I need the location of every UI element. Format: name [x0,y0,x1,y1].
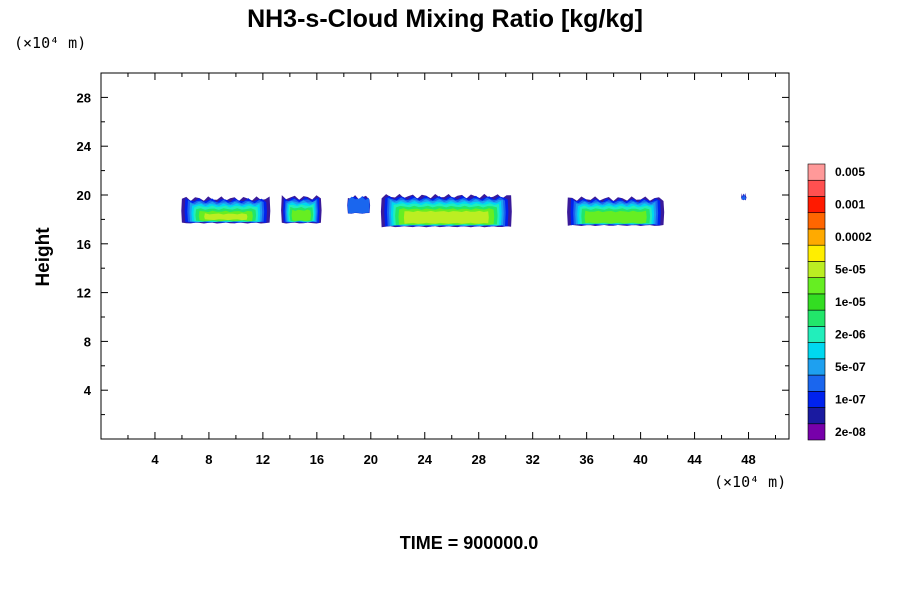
colorbar-label: 0.001 [835,198,865,212]
colorbar-swatch [807,244,826,262]
colorbar-label: 2e-06 [835,328,866,342]
x-tick-label: 40 [633,452,647,467]
colorbar-label: 2e-08 [835,425,866,439]
colorbar-swatch [807,196,826,214]
time-label: TIME = 900000.0 [400,533,539,553]
colorbar-swatch [807,309,826,327]
colorbar-swatch [807,390,826,408]
cloud-contour-band [204,213,248,221]
colorbar-swatch [807,358,826,376]
x-tick-label: 48 [741,452,755,467]
colorbar-label: 1e-07 [835,392,866,406]
cloud-5 [567,196,665,226]
cloud-contour-band [403,210,489,224]
colorbar-swatch [807,423,826,441]
colorbar-label: 5e-05 [835,263,866,277]
cloud-contour-band [347,196,370,214]
x-tick-label: 4 [151,452,159,467]
x-tick-label: 36 [579,452,593,467]
plot-area [100,72,790,440]
cloud-contour-band [584,210,647,224]
colorbar-label: 5e-07 [835,360,866,374]
cloud-6 [741,192,747,201]
colorbar-swatch [807,212,826,230]
cloud-contour-band [741,194,746,200]
y-tick-label: 8 [84,334,91,349]
colorbar-swatch [807,342,826,360]
x-tick-label: 8 [205,452,212,467]
x-axis-unit: (×10⁴ m) [714,473,786,491]
y-axis: 4 8 12 16 20 24 28 [77,90,789,416]
x-tick-label: 16 [310,452,324,467]
y-axis-unit: (×10⁴ m) [14,34,86,52]
colorbar-swatch [807,261,826,278]
x-tick-label: 12 [256,452,270,467]
y-tick-label: 20 [77,188,91,203]
colorbar-label: 1e-05 [835,295,866,309]
y-axis-label: Height [33,227,54,287]
plot-frame [100,72,790,440]
y-tick-label: 4 [84,383,92,398]
colorbar-swatch [807,326,826,343]
colorbar-swatch [807,228,826,246]
x-tick-label: 44 [687,452,702,467]
colorbar-swatch [807,277,826,295]
colorbar: 2e-08 1e-07 5e-07 2e-06 1e-05 5e-05 0.0002 0.00… [807,163,872,441]
colorbar-swatch [807,293,826,311]
cloud-2 [281,195,322,224]
y-tick-label: 16 [77,237,91,252]
colorbar-swatch [807,179,826,197]
colorbar-swatch [807,374,826,392]
cloud-contour-band [291,209,311,222]
chart-title: NH3-s-Cloud Mixing Ratio [kg/kg] [247,5,643,33]
x-tick-label: 32 [525,452,539,467]
cloud-4 [380,193,512,228]
y-tick-label: 12 [77,286,91,301]
x-tick-label: 28 [471,452,485,467]
cloud-1 [181,196,271,224]
colorbar-swatch [807,163,826,181]
cloud-3 [347,195,371,214]
colorbar-label: 0.005 [835,165,865,179]
cloud-layers [181,192,747,228]
colorbar-label: 0.0002 [835,230,872,244]
y-tick-label: 24 [77,139,92,154]
y-tick-label: 28 [77,90,91,105]
x-tick-label: 24 [418,452,433,467]
x-axis: 4 8 12 16 20 24 28 32 36 40 44 48 [127,73,777,467]
x-tick-label: 20 [364,452,378,467]
colorbar-swatch [807,407,826,425]
